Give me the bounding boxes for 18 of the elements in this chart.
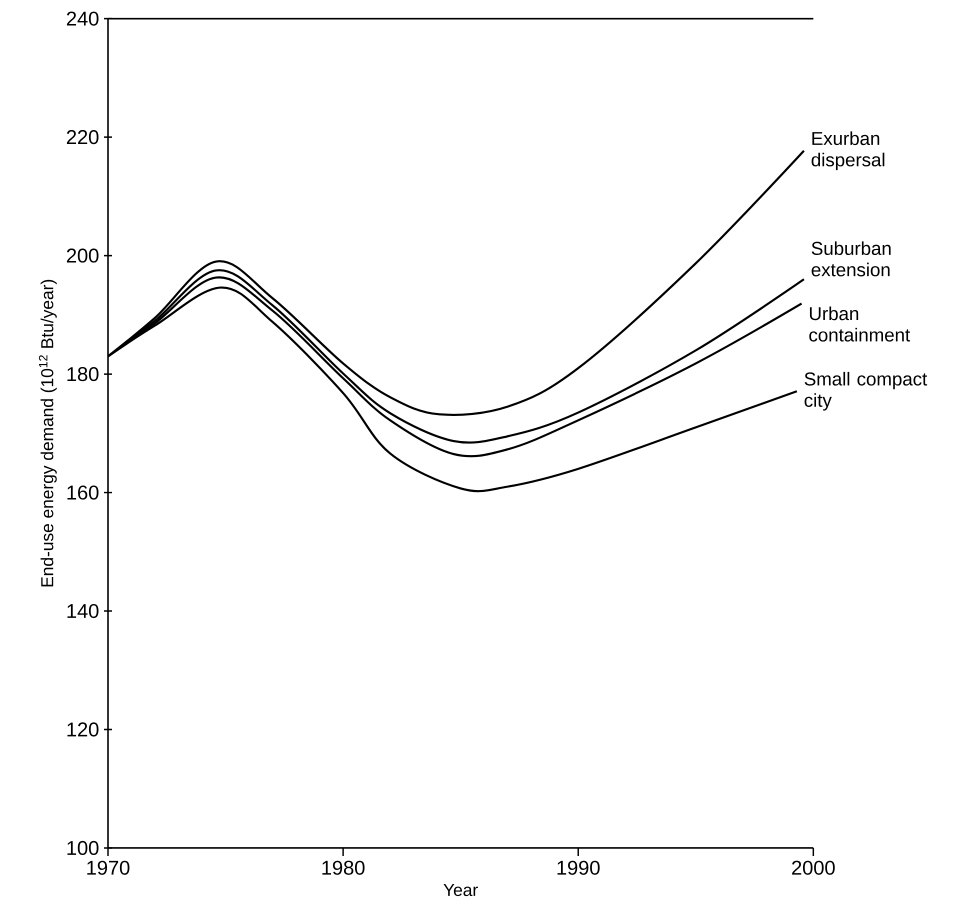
series-label: Exurban dispersal xyxy=(812,131,884,170)
y-tick-label: 160 xyxy=(67,485,98,500)
y-tick-label: 200 xyxy=(66,248,98,263)
series-label: Small compact city xyxy=(804,372,928,411)
y-tick-label: 140 xyxy=(67,604,98,618)
y-tick-label: 120 xyxy=(67,722,98,737)
series-label: Suburban extension xyxy=(812,241,891,276)
y-tick-label: 100 xyxy=(67,840,98,856)
x-tick-label: 2000 xyxy=(792,860,835,875)
series-label: Urban containment xyxy=(809,306,910,342)
x-tick-label: 1980 xyxy=(322,860,365,875)
y-tick-label: 240 xyxy=(66,12,98,26)
x-tick-label: 1970 xyxy=(87,860,130,875)
y-axis-title: End-use energy demand (10$^{12}$ Btu/year) xyxy=(38,280,57,586)
y-tick-label: 180 xyxy=(67,366,98,382)
y-tick-label: 220 xyxy=(66,130,98,144)
x-tick-label: 1990 xyxy=(558,860,600,875)
x-axis-title: Year xyxy=(444,884,478,896)
